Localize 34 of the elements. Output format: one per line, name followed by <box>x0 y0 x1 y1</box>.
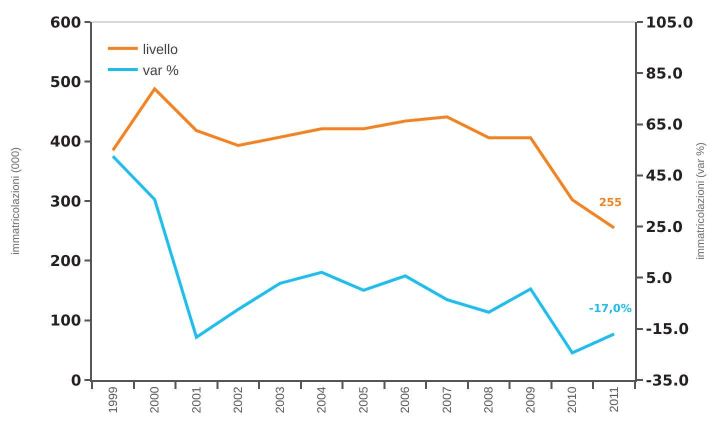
y2-tick-label: 25.0 <box>646 218 683 236</box>
y2-tick-label: 5.0 <box>646 268 672 287</box>
y-axis-title: immatricolazioni (000) <box>10 147 22 255</box>
x-tick-label: 2005 <box>356 386 370 414</box>
x-tick-label: 2008 <box>482 386 496 414</box>
x-tick-label: 2006 <box>398 386 412 414</box>
y-tick-label: 200 <box>50 252 82 270</box>
y-tick-label: 300 <box>50 192 82 210</box>
x-tick-label: 2009 <box>523 386 538 414</box>
y-tick-label: 500 <box>50 72 82 91</box>
y-tick-label: 600 <box>50 13 82 32</box>
y-tick-label: 100 <box>50 312 82 330</box>
data-label: 255 <box>599 196 622 209</box>
y2-tick-label: 45.0 <box>646 166 683 185</box>
x-tick-label: 2007 <box>440 386 454 414</box>
x-tick-label: 2002 <box>231 386 246 414</box>
legend-label: livello <box>142 40 178 57</box>
y-tick-label: 0 <box>70 371 82 390</box>
y2-tick-label: 65.0 <box>646 116 683 134</box>
y2-tick-label: 85.0 <box>646 64 683 82</box>
y2-tick-label: -35.0 <box>646 371 689 390</box>
x-tick-label: 2004 <box>314 386 329 414</box>
y2-tick-label: -15.0 <box>646 320 689 338</box>
x-tick-label: 2001 <box>189 386 204 414</box>
legend-label: var % <box>142 62 179 78</box>
x-tick-label: 1999 <box>106 386 120 414</box>
x-tick-label: 2000 <box>148 386 162 414</box>
data-label: -17,0% <box>589 302 632 315</box>
x-tick-label: 2011 <box>607 386 622 412</box>
y-tick-label: 400 <box>50 132 82 151</box>
x-tick-label: 2010 <box>565 386 580 414</box>
x-tick-label: 2003 <box>272 386 287 414</box>
y2-axis-title: immatricolazioni (var %) <box>694 142 707 260</box>
y2-tick-label: 105.0 <box>646 13 694 32</box>
